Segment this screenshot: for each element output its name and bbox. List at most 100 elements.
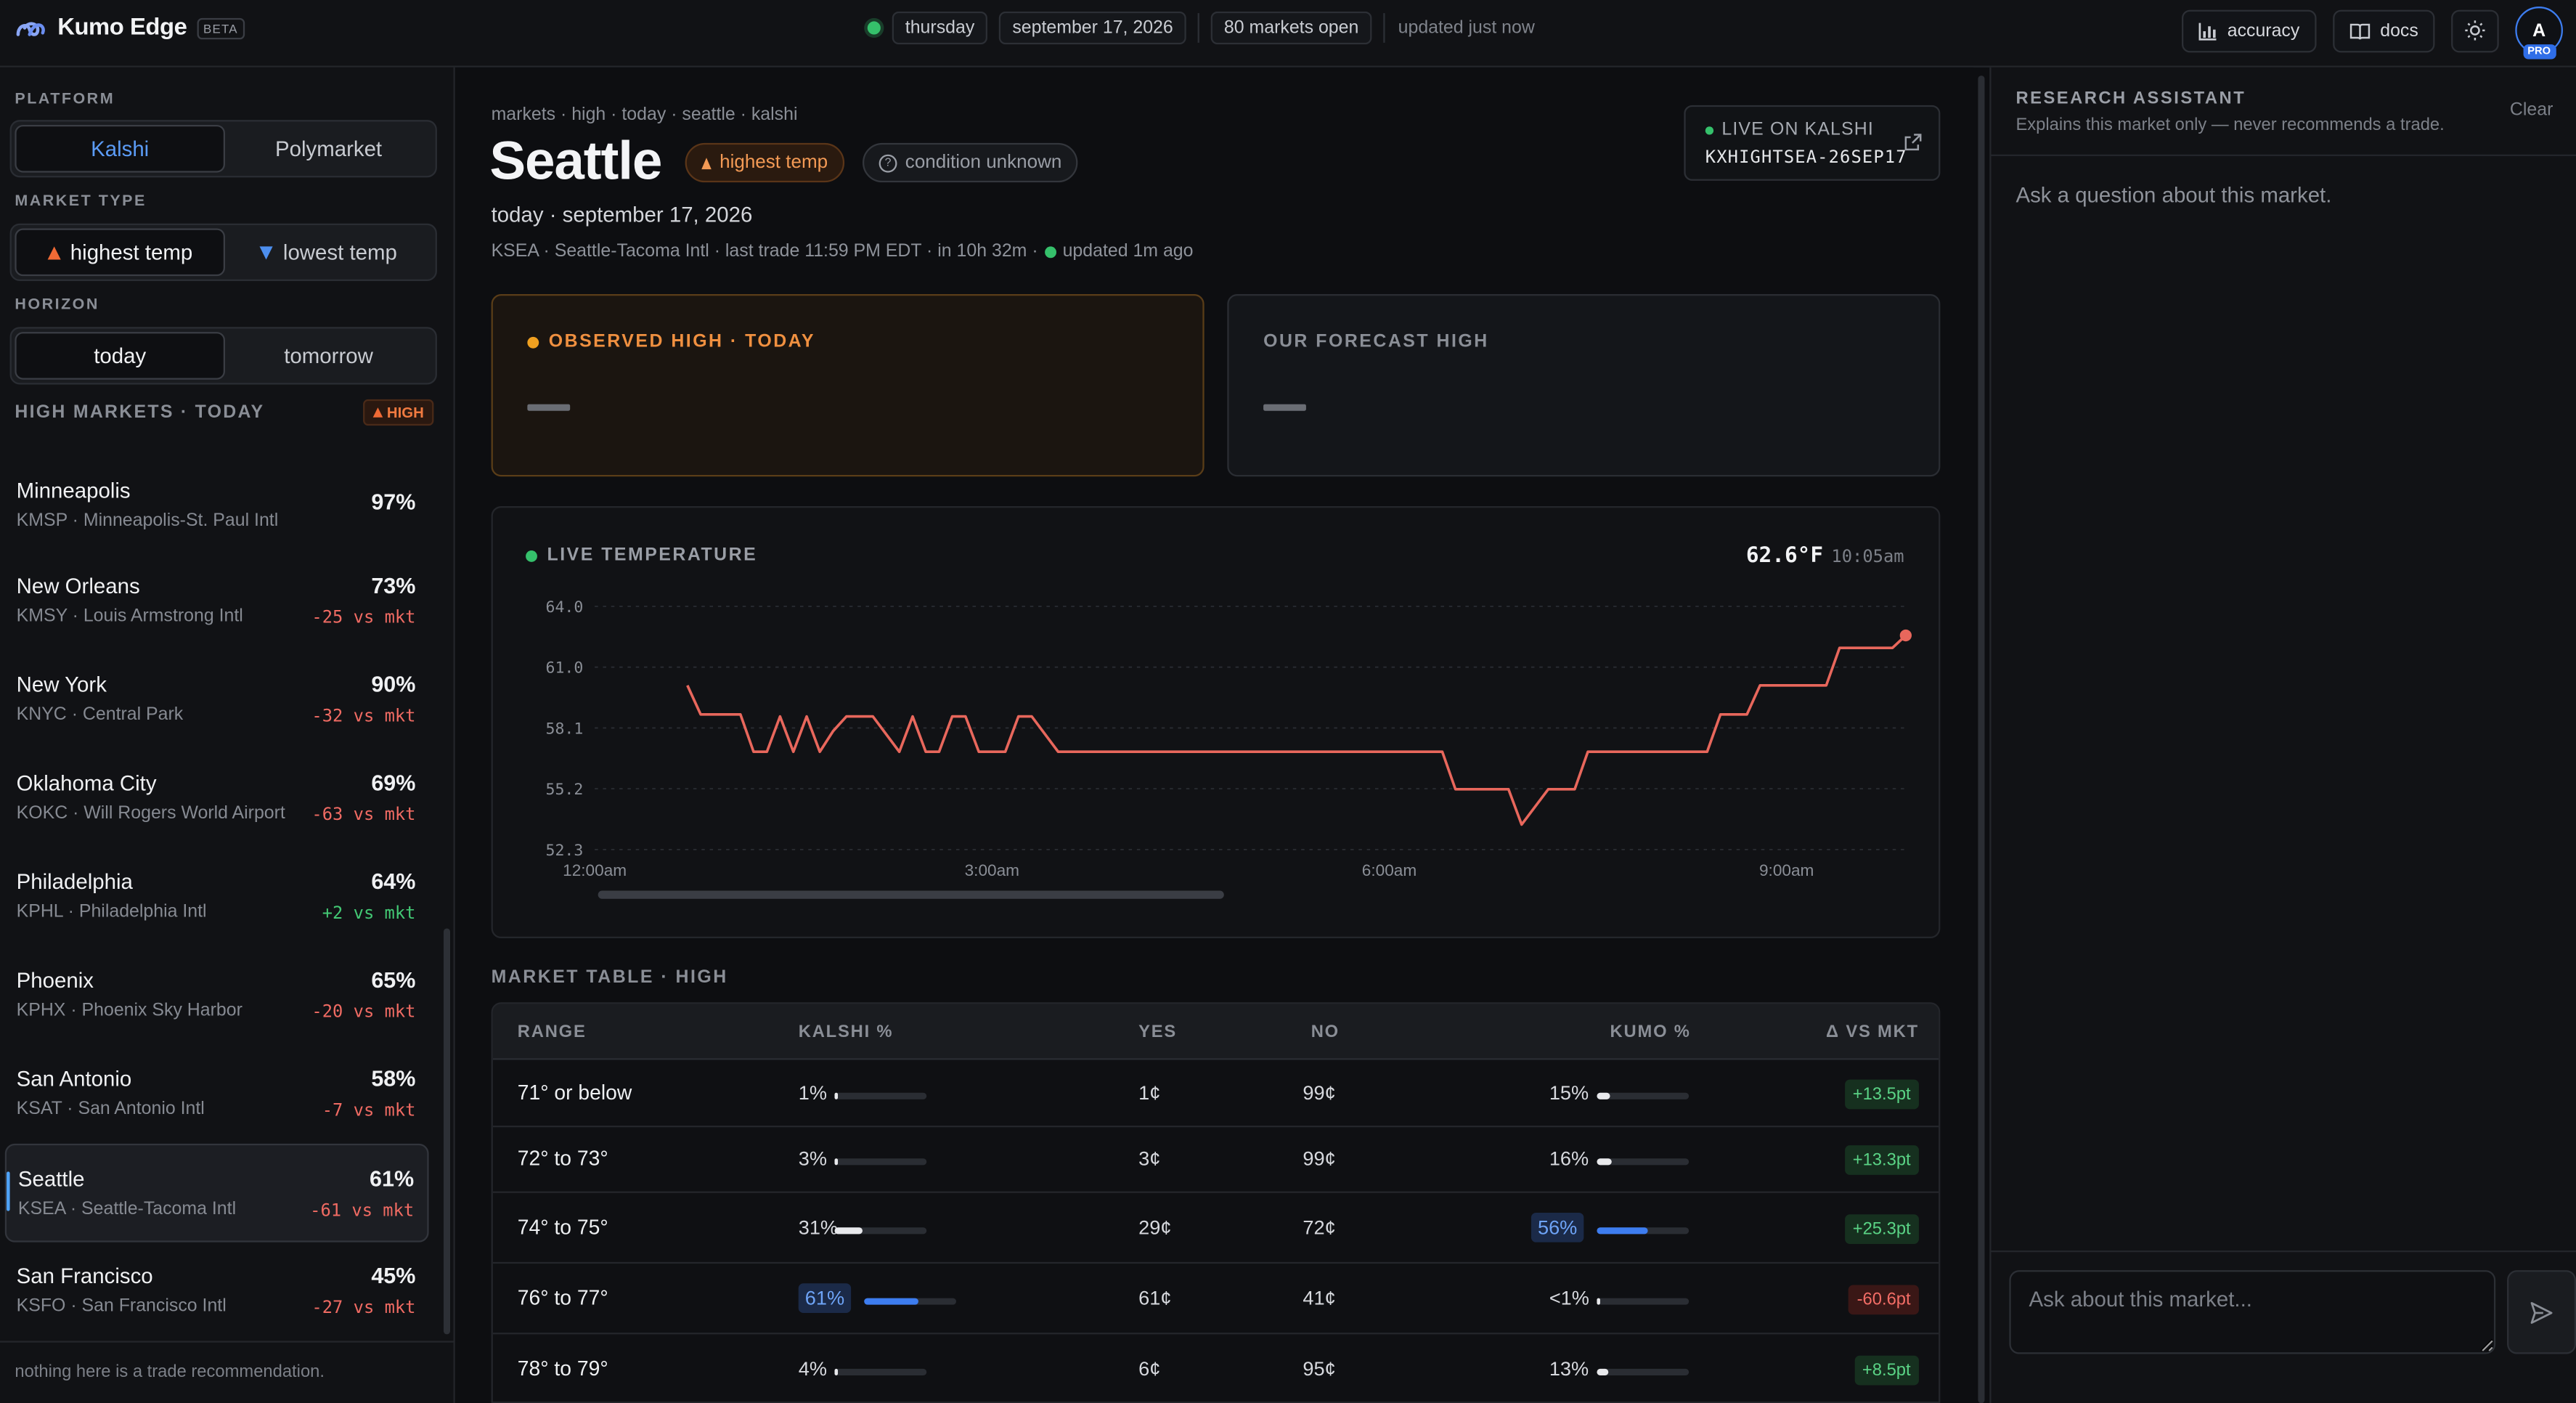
kumo-bar xyxy=(1597,1227,1690,1235)
kalshi-cell: 61% xyxy=(798,1283,852,1313)
market-meta-text: KSEA · Seattle-Tacoma Intl · last trade … xyxy=(491,241,1038,261)
condition-tag-label: condition unknown xyxy=(905,152,1062,173)
platform-option-polymarket[interactable]: Polymarket xyxy=(274,136,383,161)
highest-temp-tag: highest temp xyxy=(685,142,844,183)
market-city: San Francisco xyxy=(16,1264,153,1289)
market-probability: 45% xyxy=(371,1264,416,1289)
kumo-pct: 13% xyxy=(1549,1357,1589,1380)
clear-button[interactable]: Clear xyxy=(2509,100,2553,121)
divider xyxy=(1197,13,1199,43)
market-date: today · september 17, 2026 xyxy=(491,202,753,227)
market-item-minneapolis[interactable]: Minneapolis KMSP · Minneapolis-St. Paul … xyxy=(5,457,429,556)
docs-button[interactable]: docs xyxy=(2332,9,2435,52)
market-meta: KSEA · Seattle-Tacoma Intl · last trade … xyxy=(492,242,1194,261)
market-item-san-antonio[interactable]: San Antonio KSAT · San Antonio Intl 58% … xyxy=(5,1045,429,1144)
market-city: New York xyxy=(16,672,107,697)
kumo-bar xyxy=(1597,1158,1690,1166)
market-item-oklahoma-city[interactable]: Oklahoma City KOKC · Will Rogers World A… xyxy=(5,749,429,848)
range-cell: 74° to 75° xyxy=(517,1216,608,1240)
brand[interactable]: Kumo Edge BETA xyxy=(15,15,245,41)
current-temperature-time: 10:05am xyxy=(1831,547,1904,567)
sidebar-footer: nothing here is a trade recommendation. xyxy=(0,1341,455,1403)
col-no[interactable]: NO xyxy=(1311,1022,1340,1042)
platform-switch: Kalshi Polymarket xyxy=(9,120,437,178)
market-station: KMSP · Minneapolis-St. Paul Intl xyxy=(16,511,279,531)
market-item-san-francisco[interactable]: San Francisco KSFO · San Francisco Intl … xyxy=(5,1243,429,1341)
live-label: LIVE ON KALSHI xyxy=(1721,120,1874,140)
user-avatar[interactable]: A PRO xyxy=(2515,7,2563,60)
market-city: Oklahoma City xyxy=(16,770,157,796)
kumo-pct: 15% xyxy=(1549,1081,1589,1105)
col-delta[interactable]: Δ VS MKT xyxy=(1826,1022,1919,1042)
observed-high-label: OBSERVED HIGH · TODAY xyxy=(548,332,815,352)
live-temperature-label-row: LIVE TEMPERATURE xyxy=(526,545,757,565)
market-type-highest-label: highest temp xyxy=(70,240,193,265)
forecast-high-empty xyxy=(1263,404,1306,411)
main-scrollbar[interactable] xyxy=(1978,76,1985,1403)
col-yes[interactable]: YES xyxy=(1138,1022,1178,1042)
market-list-title: HIGH MARKETS · TODAY xyxy=(15,402,265,423)
send-button[interactable] xyxy=(2507,1270,2576,1354)
col-kumo[interactable]: KUMO % xyxy=(1610,1022,1691,1042)
kalshi-pct: 3% xyxy=(798,1147,827,1171)
live-on-kalshi-link[interactable]: LIVE ON KALSHI KXHIGHTSEA-26SEP17 xyxy=(1684,105,1941,181)
market-station: KMSY · Louis Armstrong Intl xyxy=(16,606,243,627)
horizon-tomorrow[interactable]: tomorrow xyxy=(284,343,373,368)
horizon-today[interactable]: today xyxy=(15,332,226,380)
assistant-input[interactable] xyxy=(2009,1270,2496,1354)
y-tick-label: 61.0 xyxy=(546,659,584,678)
col-kalshi[interactable]: KALSHI % xyxy=(798,1022,894,1042)
current-temperature: 62.6°F xyxy=(1745,543,1824,569)
market-type-lowest[interactable]: lowest temp xyxy=(225,229,432,277)
latest-reading-point xyxy=(1899,629,1912,642)
temperature-chart[interactable]: 64.0 61.0 58.1 55.2 52.312:00am 3:00am 6:00am 9… xyxy=(493,508,1939,935)
main-content: markets · high · today · seattle · kalsh… xyxy=(455,67,1985,1403)
table-row[interactable]: 76° to 77° 61% 61¢ 41¢ <1% -60.6pt xyxy=(492,1264,1939,1335)
divider xyxy=(1991,154,2576,156)
kalshi-bar xyxy=(834,1368,927,1375)
high-badge-label: HIGH xyxy=(386,404,424,421)
kalshi-pct: 61% xyxy=(798,1283,852,1313)
market-item-new-orleans[interactable]: New Orleans KMSY · Louis Armstrong Intl … xyxy=(5,552,429,651)
forecast-high-label: OUR FORECAST HIGH xyxy=(1263,332,1489,352)
sidebar-scrollbar[interactable] xyxy=(443,928,451,1335)
triangle-up-icon xyxy=(372,407,383,418)
theme-toggle-button[interactable] xyxy=(2451,9,2499,52)
market-type-lowest-label: lowest temp xyxy=(282,240,397,265)
col-range[interactable]: RANGE xyxy=(517,1022,587,1042)
market-vs-market: -32 vs mkt xyxy=(311,707,416,727)
kumo-cell: 15% xyxy=(1549,1081,1589,1105)
kalshi-cell: 31% xyxy=(799,1216,838,1239)
market-item-philadelphia[interactable]: Philadelphia KPHL · Philadelphia Intl 64… xyxy=(5,848,429,947)
sidebar: PLATFORM Kalshi Polymarket MARKET TYPE h… xyxy=(0,67,455,1403)
table-row[interactable]: 78° to 79° 4% 6¢ 95¢ 13% +8.5pt xyxy=(493,1334,1939,1402)
kumo-pct: 56% xyxy=(1530,1212,1584,1243)
market-item-seattle[interactable]: Seattle KSEA · Seattle-Tacoma Intl 61% -… xyxy=(4,1143,429,1243)
market-vs-market: +2 vs mkt xyxy=(322,903,416,924)
market-item-phoenix[interactable]: Phoenix KPHX · Phoenix Sky Harbor 65% -2… xyxy=(5,946,429,1045)
kumo-pct: 16% xyxy=(1549,1147,1589,1171)
platform-option-kalshi[interactable]: Kalshi xyxy=(15,124,226,173)
divider xyxy=(1991,1250,2576,1253)
ticker: KXHIGHTSEA-26SEP17 xyxy=(1705,147,1907,168)
kumo-cell: 16% xyxy=(1549,1147,1589,1170)
kalshi-bar xyxy=(834,1227,927,1235)
breadcrumb: markets · high · today · seattle · kalsh… xyxy=(491,105,798,125)
table-row[interactable]: 72° to 73° 3% 3¢ 99¢ 16% +13.3pt xyxy=(492,1127,1939,1193)
accuracy-button[interactable]: accuracy xyxy=(2181,9,2316,52)
disclaimer-text: nothing here is a trade recommendation. xyxy=(15,1362,325,1383)
x-tick-label: 3:00am xyxy=(965,861,1019,879)
markets-open-pill: 80 markets open xyxy=(1210,11,1372,45)
accuracy-label: accuracy xyxy=(2227,20,2300,41)
y-tick-label: 64.0 xyxy=(546,598,584,617)
kumo-cell: 13% xyxy=(1549,1357,1589,1380)
kalshi-pct: 1% xyxy=(798,1081,827,1105)
market-item-new-york[interactable]: New York KNYC · Central Park 90% -32 vs … xyxy=(5,651,429,749)
sun-icon xyxy=(2465,20,2485,41)
table-row[interactable]: 71° or below 1% 1¢ 99¢ 15% +13.5pt xyxy=(492,1060,1939,1128)
market-type-highest[interactable]: highest temp xyxy=(15,228,226,277)
chart-scrollbar[interactable] xyxy=(598,890,1224,899)
range-cell: 71° or below xyxy=(517,1081,632,1105)
live-temperature-label: LIVE TEMPERATURE xyxy=(547,545,758,566)
table-row[interactable]: 74° to 75° 31% 29¢ 72¢ 56% +25.3pt xyxy=(492,1193,1939,1264)
